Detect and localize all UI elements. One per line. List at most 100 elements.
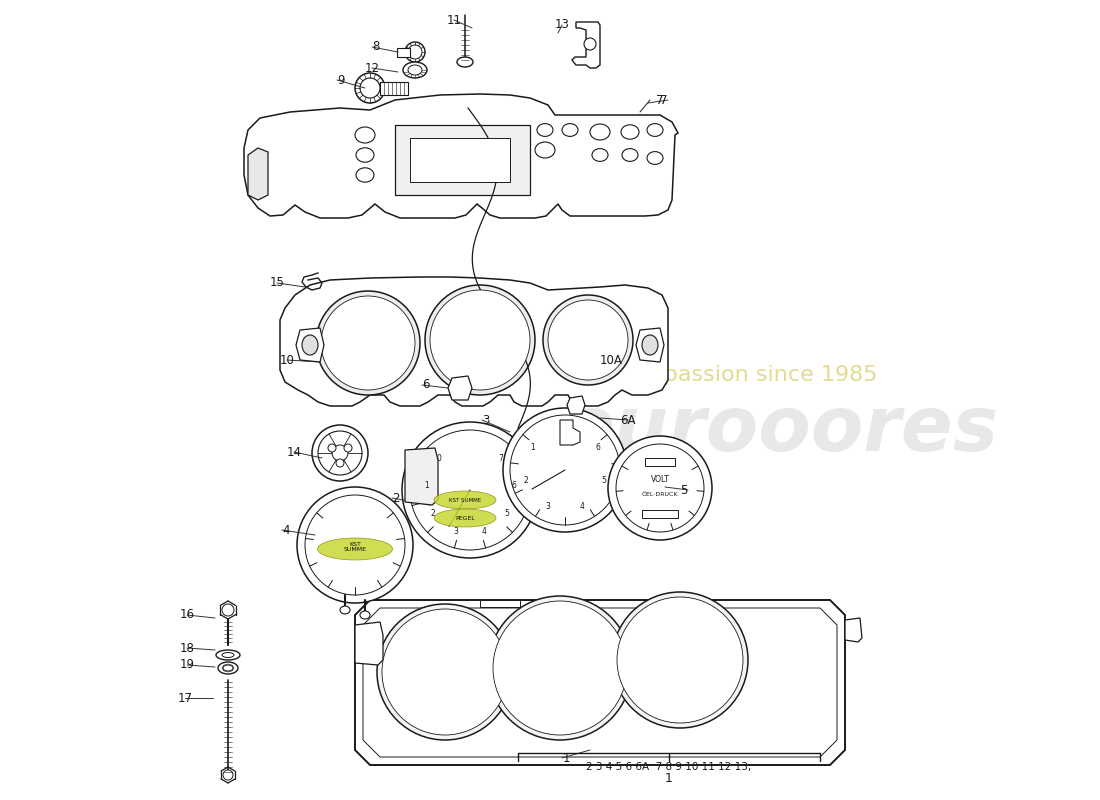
Ellipse shape (488, 596, 632, 740)
Polygon shape (355, 600, 845, 765)
Text: 18: 18 (180, 642, 195, 654)
Ellipse shape (562, 123, 578, 136)
Polygon shape (845, 618, 862, 642)
Ellipse shape (425, 285, 535, 395)
Ellipse shape (434, 491, 496, 509)
Ellipse shape (493, 601, 627, 735)
Ellipse shape (408, 45, 422, 59)
Ellipse shape (356, 148, 374, 162)
Text: 4: 4 (580, 502, 584, 510)
Text: 2: 2 (430, 509, 436, 518)
Text: 12: 12 (365, 62, 380, 74)
Text: 2: 2 (524, 476, 529, 485)
Ellipse shape (360, 78, 379, 98)
Ellipse shape (434, 509, 496, 527)
Ellipse shape (535, 142, 556, 158)
Ellipse shape (222, 653, 234, 658)
Text: a passion since 1985: a passion since 1985 (642, 365, 878, 385)
Text: KST
SUMME: KST SUMME (343, 542, 366, 552)
Polygon shape (448, 376, 472, 400)
Ellipse shape (430, 290, 530, 390)
Ellipse shape (318, 538, 393, 560)
Polygon shape (296, 328, 324, 362)
Ellipse shape (405, 42, 425, 62)
Ellipse shape (410, 430, 530, 550)
Ellipse shape (321, 296, 415, 390)
Ellipse shape (223, 770, 233, 780)
Polygon shape (405, 448, 438, 505)
Text: 10A: 10A (600, 354, 623, 366)
Ellipse shape (592, 149, 608, 162)
Text: PEGEL: PEGEL (455, 515, 475, 521)
Ellipse shape (647, 123, 663, 136)
Text: 1: 1 (666, 773, 673, 786)
Ellipse shape (222, 604, 234, 616)
Polygon shape (379, 82, 408, 95)
Ellipse shape (617, 597, 742, 723)
Text: 19: 19 (180, 658, 195, 671)
Ellipse shape (403, 62, 427, 78)
Text: 2 3 4 5 6 6A  7 8 9 10 11 12 13,: 2 3 4 5 6 6A 7 8 9 10 11 12 13, (586, 762, 751, 772)
Text: 3: 3 (453, 527, 458, 536)
Ellipse shape (456, 57, 473, 67)
Ellipse shape (408, 65, 422, 75)
Ellipse shape (543, 295, 632, 385)
Polygon shape (645, 458, 675, 466)
Ellipse shape (305, 495, 405, 595)
Polygon shape (248, 148, 268, 200)
Ellipse shape (621, 125, 639, 139)
Polygon shape (636, 328, 664, 362)
Text: 16: 16 (180, 609, 195, 622)
Ellipse shape (584, 38, 596, 50)
Text: KST SUMME: KST SUMME (449, 498, 481, 502)
Text: 1: 1 (424, 481, 429, 490)
Ellipse shape (510, 415, 620, 525)
Ellipse shape (297, 487, 412, 603)
Text: 6: 6 (422, 378, 430, 391)
Ellipse shape (590, 124, 610, 140)
Text: 7: 7 (660, 94, 668, 106)
Ellipse shape (216, 650, 240, 660)
Polygon shape (480, 600, 520, 607)
Ellipse shape (355, 127, 375, 143)
Text: 8: 8 (373, 41, 380, 54)
Ellipse shape (336, 459, 344, 467)
Text: 11: 11 (447, 14, 462, 26)
Ellipse shape (537, 123, 553, 136)
Ellipse shape (223, 665, 233, 671)
Ellipse shape (312, 425, 368, 481)
Polygon shape (397, 48, 410, 57)
Polygon shape (355, 622, 383, 665)
Text: 3: 3 (483, 414, 490, 426)
Text: 5: 5 (602, 476, 606, 485)
Text: 15: 15 (271, 277, 285, 290)
Polygon shape (572, 22, 600, 68)
Ellipse shape (344, 444, 352, 452)
Text: 6: 6 (512, 481, 516, 490)
Text: 4: 4 (283, 523, 290, 537)
Polygon shape (395, 125, 530, 195)
Ellipse shape (316, 291, 420, 395)
Polygon shape (244, 94, 678, 218)
Text: 9: 9 (338, 74, 345, 86)
Text: 1: 1 (562, 751, 570, 765)
Text: 10: 10 (280, 354, 295, 366)
Text: 5: 5 (680, 483, 688, 497)
Ellipse shape (402, 422, 538, 558)
Text: 1: 1 (530, 442, 535, 451)
Polygon shape (642, 510, 678, 518)
Text: 6: 6 (595, 442, 601, 451)
Text: 4: 4 (482, 527, 487, 536)
Text: 13: 13 (556, 18, 570, 31)
Text: 2: 2 (393, 491, 400, 505)
Text: eurooores: eurooores (562, 393, 998, 467)
Text: 17: 17 (178, 691, 192, 705)
Ellipse shape (612, 592, 748, 728)
Polygon shape (280, 277, 668, 406)
Text: 14: 14 (287, 446, 303, 458)
Ellipse shape (616, 444, 704, 532)
Ellipse shape (302, 335, 318, 355)
Polygon shape (363, 608, 837, 757)
Text: 0: 0 (437, 454, 441, 463)
Polygon shape (560, 420, 580, 445)
